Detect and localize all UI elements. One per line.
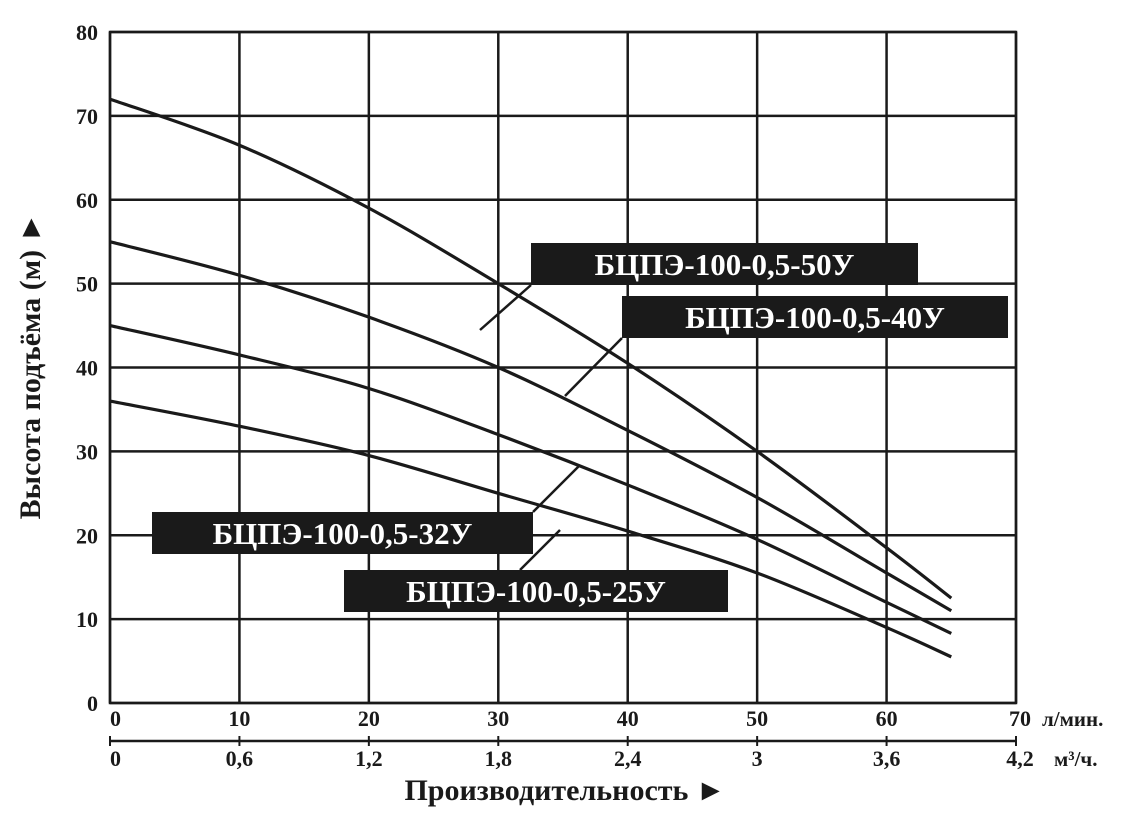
series-label: БЦПЭ-100-0,5-25У: [406, 574, 666, 609]
series-label: БЦПЭ-100-0,5-32У: [213, 516, 473, 551]
series-curve: [109, 399, 952, 659]
series-curve: [109, 240, 953, 613]
x-tick-label: 70: [1009, 706, 1031, 731]
x2-tick-label: 1,8: [485, 746, 513, 771]
label-leader-line: [479, 284, 532, 331]
x-tick-label: 0: [110, 706, 121, 731]
x-tick-label: 30: [487, 706, 509, 731]
y-tick-label: 50: [76, 272, 98, 297]
label-leader-line: [532, 464, 581, 513]
y-tick-label: 80: [76, 20, 98, 45]
x-tick-label: 10: [228, 706, 250, 731]
y-tick-label: 0: [87, 691, 98, 716]
series-label: БЦПЭ-100-0,5-40У: [685, 300, 945, 335]
series-label-box: [152, 512, 533, 554]
tick-labels: 00100,6201,2301,8402,4503603,6704,201020…: [76, 20, 1034, 771]
label-leader-line: [519, 529, 561, 571]
grid: [108, 30, 1018, 746]
y-tick-label: 30: [76, 439, 98, 464]
y-tick-label: 10: [76, 607, 98, 632]
x-unit-label: л/мин.: [1042, 707, 1103, 731]
y-tick-label: 60: [76, 188, 98, 213]
series-label-box: [531, 243, 918, 285]
x2-unit-label: м³/ч.: [1054, 747, 1098, 771]
x2-tick-label: 1,2: [355, 746, 383, 771]
x-axis-title: Производительность ►: [404, 774, 725, 807]
x-tick-label: 20: [358, 706, 380, 731]
series-curve: [109, 324, 952, 635]
x2-tick-label: 4,2: [1006, 746, 1034, 771]
x-tick-label: 60: [876, 706, 898, 731]
y-tick-label: 70: [76, 104, 98, 129]
x2-tick-label: 3,6: [873, 746, 901, 771]
y-tick-label: 20: [76, 523, 98, 548]
series-labels: БЦПЭ-100-0,5-50У БЦПЭ-100-0,5-40У БЦПЭ-100…: [152, 243, 1008, 612]
y-tick-label: 40: [76, 356, 98, 381]
series-label-box: [622, 296, 1008, 338]
x2-tick-label: 0: [110, 746, 121, 771]
x-tick-label: 50: [746, 706, 768, 731]
label-leader-line: [564, 337, 623, 397]
x2-tick-label: 0,6: [226, 746, 254, 771]
x2-tick-label: 3: [752, 746, 763, 771]
x-tick-label: 40: [617, 706, 639, 731]
series-label: БЦПЭ-100-0,5-50У: [595, 247, 855, 282]
x2-tick-label: 2,4: [614, 746, 642, 771]
label-leaders: [479, 284, 623, 571]
series-label-box: [344, 570, 728, 612]
y-axis-title: Высота подъёма (м) ►: [14, 213, 47, 520]
curves: [109, 97, 953, 659]
series-curve: [109, 97, 953, 600]
